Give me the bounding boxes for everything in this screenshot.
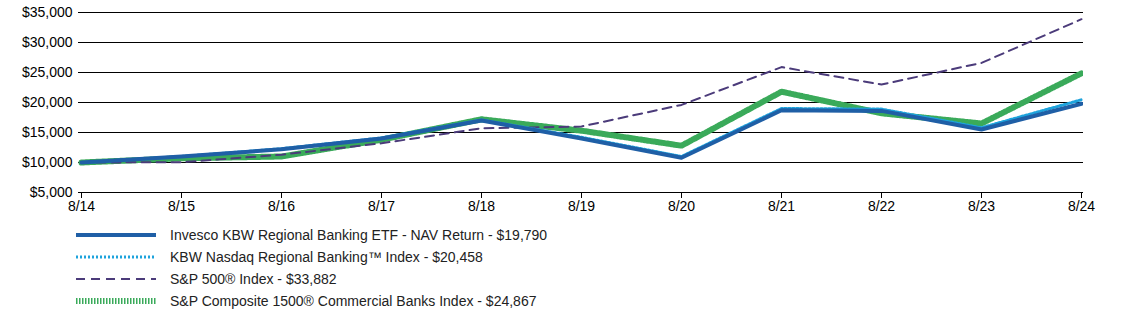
html-text:Invesco KBW Regional Banking E: Invesco KBW Regional Banking ETF - NAV R… <box>170 227 548 243</box>
svg-text:$5,000: $5,000 <box>30 184 73 200</box>
svg-text:8/16: 8/16 <box>268 198 295 214</box>
svg-text:8/19: 8/19 <box>568 198 595 214</box>
svg-text:8/24: 8/24 <box>1068 198 1095 214</box>
svg-text:8/22: 8/22 <box>868 198 895 214</box>
svg-text:8/14: 8/14 <box>68 198 95 214</box>
svg-text:8/20: 8/20 <box>668 198 695 214</box>
html-text:S&P Composite 1500® Commercial: S&P Composite 1500® Commercial Banks Ind… <box>170 293 537 309</box>
svg-text:8/23: 8/23 <box>968 198 995 214</box>
svg-text:$30,000: $30,000 <box>22 34 73 50</box>
svg-text:8/21: 8/21 <box>768 198 795 214</box>
svg-text:$15,000: $15,000 <box>22 124 73 140</box>
html-text:S&P 500® Index - $33,882: S&P 500® Index - $33,882 <box>170 271 337 287</box>
html-text:KBW Nasdaq Regional Banking™ I: KBW Nasdaq Regional Banking™ Index - $20… <box>170 249 483 265</box>
svg-text:8/17: 8/17 <box>368 198 395 214</box>
svg-text:8/15: 8/15 <box>168 198 195 214</box>
svg-text:$10,000: $10,000 <box>22 154 73 170</box>
svg-text:$35,000: $35,000 <box>22 4 73 20</box>
svg-text:$25,000: $25,000 <box>22 64 73 80</box>
svg-text:8/18: 8/18 <box>468 198 495 214</box>
svg-text:$20,000: $20,000 <box>22 94 73 110</box>
